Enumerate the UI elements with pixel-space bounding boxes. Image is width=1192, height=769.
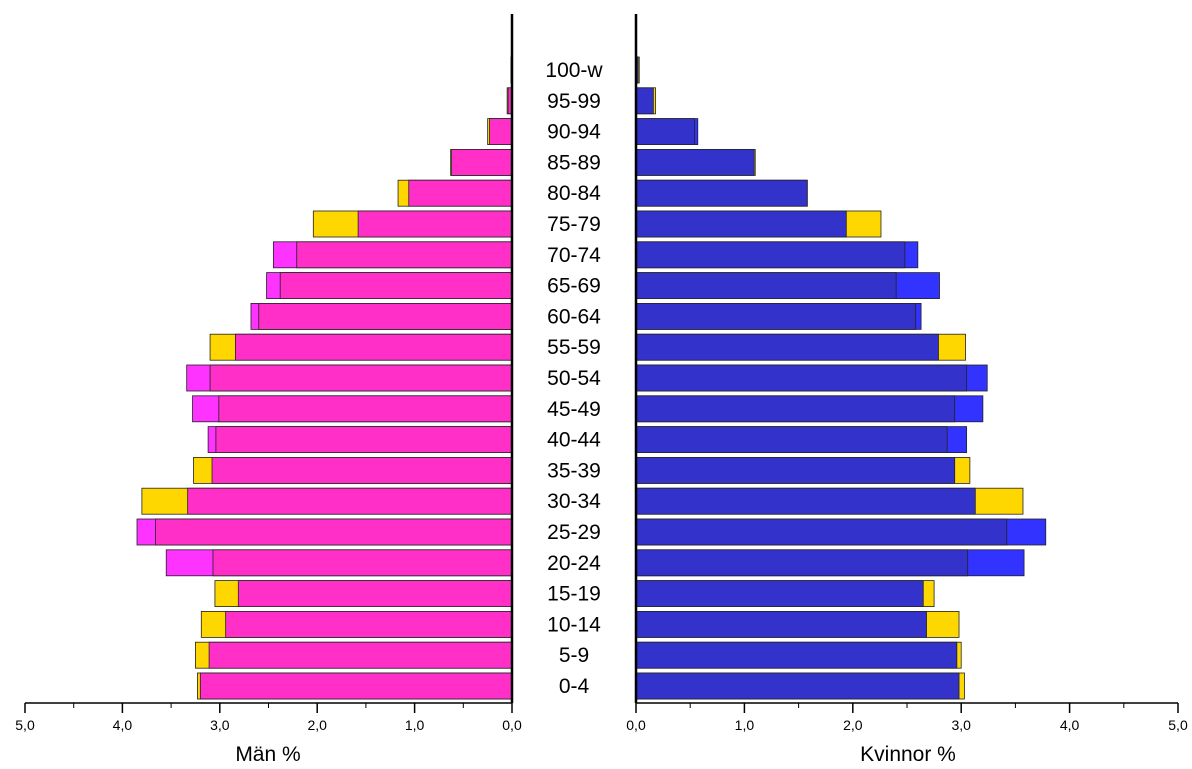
age-label-95-99: 95-99 xyxy=(547,90,601,113)
male-bar-inner-25-29 xyxy=(155,518,513,546)
female-bar-inner-45-49 xyxy=(635,395,956,423)
age-label-45-49: 45-49 xyxy=(547,398,601,421)
male-x-tick-label: 3,0 xyxy=(210,717,230,733)
female-bar-inner-5-9 xyxy=(635,641,958,669)
female-bar-inner-20-24 xyxy=(635,549,969,577)
age-label-10-14: 10-14 xyxy=(547,613,601,636)
male-bars xyxy=(136,56,513,700)
female-bar-inner-70-74 xyxy=(635,241,906,269)
male-bar-inner-30-34 xyxy=(187,487,513,515)
age-label-100-w: 100-w xyxy=(545,59,603,82)
male-bar-inner-40-44 xyxy=(215,426,513,454)
male-bar-inner-90-94 xyxy=(489,118,513,145)
age-label-40-44: 40-44 xyxy=(547,429,601,452)
male-bar-inner-50-54 xyxy=(209,364,513,392)
male-bar-inner-85-89 xyxy=(451,148,513,176)
female-bar-inner-80-84 xyxy=(635,179,808,207)
right-axis-title: Kvinnor % xyxy=(860,743,956,766)
female-bar-inner-35-39 xyxy=(635,456,956,484)
female-bar-inner-0-4 xyxy=(635,672,960,700)
female-bar-inner-55-59 xyxy=(635,333,939,361)
female-bar-inner-60-64 xyxy=(635,302,917,330)
age-label-0-4: 0-4 xyxy=(559,675,590,698)
age-label-20-24: 20-24 xyxy=(547,552,601,575)
male-bar-inner-5-9 xyxy=(208,641,513,669)
age-group-labels: 0-4 5-9 10-14 15-19 20-24 25-29 30-34 35-39 40-4… xyxy=(545,59,603,698)
axes: 5,0 4,0 3,0 2,0 1,0 0,0 0,0 1,0 2,0 3,0 4,0 5,0 xyxy=(15,14,1188,733)
age-label-90-94: 90-94 xyxy=(547,121,601,144)
age-label-60-64: 60-64 xyxy=(547,305,601,328)
age-label-50-54: 50-54 xyxy=(547,367,601,390)
male-x-tick-label: 1,0 xyxy=(405,717,425,733)
age-label-80-84: 80-84 xyxy=(547,182,601,205)
female-bar-inner-30-34 xyxy=(635,487,976,515)
female-x-tick-label: 0,0 xyxy=(626,717,646,733)
male-bar-inner-80-84 xyxy=(408,179,513,207)
male-bar-inner-20-24 xyxy=(212,549,513,577)
female-x-tick-label: 5,0 xyxy=(1168,717,1188,733)
male-bar-inner-75-79 xyxy=(357,210,513,238)
female-bar-inner-95-99 xyxy=(635,87,654,115)
female-x-tick-label: 2,0 xyxy=(843,717,863,733)
male-bar-inner-55-59 xyxy=(234,333,513,361)
male-bar-inner-0-4 xyxy=(199,672,513,700)
male-bar-inner-35-39 xyxy=(211,456,513,484)
age-label-35-39: 35-39 xyxy=(547,459,601,482)
age-label-5-9: 5-9 xyxy=(559,644,589,667)
female-bar-inner-50-54 xyxy=(635,364,968,392)
female-bar-inner-75-79 xyxy=(635,210,847,238)
female-x-tick-label: 4,0 xyxy=(1060,717,1080,733)
age-label-70-74: 70-74 xyxy=(547,244,601,267)
male-bar-inner-65-69 xyxy=(279,272,513,300)
male-bar-inner-60-64 xyxy=(258,302,513,330)
male-x-tick-label: 0,0 xyxy=(502,717,522,733)
male-bar-inner-10-14 xyxy=(225,611,513,638)
female-bar-inner-10-14 xyxy=(635,611,927,638)
age-label-75-79: 75-79 xyxy=(547,213,601,236)
age-label-65-69: 65-69 xyxy=(547,275,601,298)
female-bar-inner-65-69 xyxy=(635,272,897,300)
female-bar-inner-25-29 xyxy=(635,518,1008,546)
male-bar-inner-15-19 xyxy=(237,580,513,607)
female-x-tick-label: 1,0 xyxy=(735,717,755,733)
male-x-tick-label: 4,0 xyxy=(113,717,133,733)
age-label-55-59: 55-59 xyxy=(547,336,601,359)
female-x-tick-label: 3,0 xyxy=(951,717,971,733)
male-bar-inner-45-49 xyxy=(218,395,513,423)
female-bars xyxy=(635,56,1047,700)
male-bar-inner-70-74 xyxy=(296,241,513,269)
left-axis-title: Män % xyxy=(235,743,300,766)
age-label-25-29: 25-29 xyxy=(547,521,601,544)
male-x-tick-label: 2,0 xyxy=(307,717,327,733)
age-label-85-89: 85-89 xyxy=(547,151,601,174)
female-bar-inner-90-94 xyxy=(635,118,695,145)
male-x-tick-label: 5,0 xyxy=(15,717,35,733)
female-bar-inner-85-89 xyxy=(635,148,755,176)
age-label-15-19: 15-19 xyxy=(547,583,601,606)
female-bar-inner-15-19 xyxy=(635,580,924,607)
female-bar-inner-40-44 xyxy=(635,426,948,454)
age-label-30-34: 30-34 xyxy=(547,490,601,513)
